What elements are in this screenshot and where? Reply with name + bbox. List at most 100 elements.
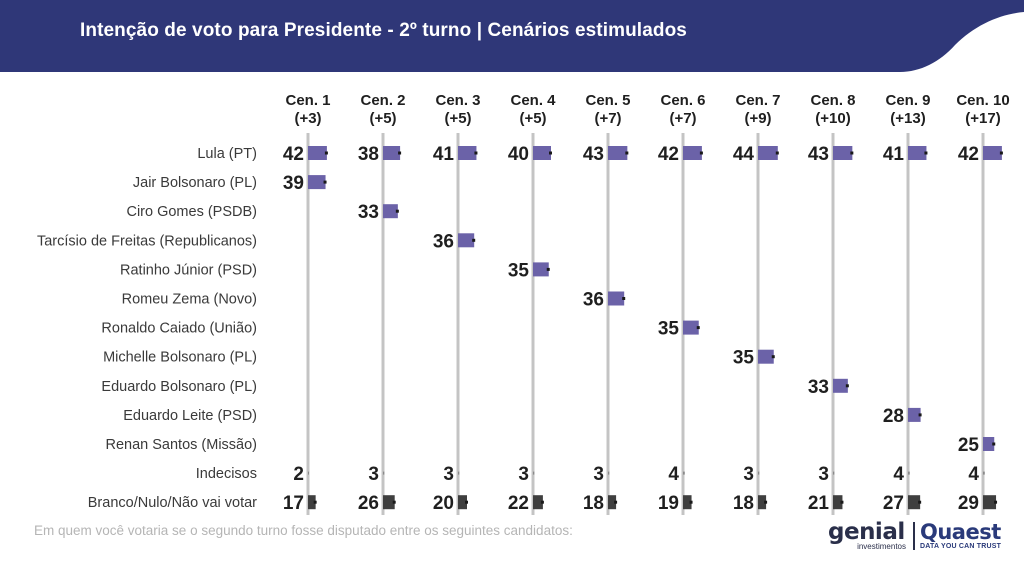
value-label: 4 (668, 464, 679, 485)
column-header-margin: (+5) (444, 110, 471, 127)
value-label: 25 (958, 435, 980, 456)
value-label: 33 (808, 377, 829, 398)
value-label: 39 (283, 173, 304, 194)
value-label: 4 (893, 464, 904, 485)
bar (608, 291, 625, 306)
row-label: Ronaldo Caiado (União) (101, 321, 257, 337)
bar-end-marker (992, 442, 996, 446)
bar (383, 204, 398, 219)
page-title: Intenção de voto para Presidente - 2º tu… (80, 20, 687, 41)
footnote: Em quem você votaria se o segundo turno … (34, 523, 573, 538)
bar-end-marker (395, 209, 399, 213)
value-label: 4 (968, 464, 979, 485)
genial-logo-word: genial (828, 519, 905, 545)
bar-end-marker (474, 151, 478, 155)
column-header-label: Cen. 5 (585, 92, 630, 109)
bar-end-marker (324, 151, 328, 155)
value-label: 22 (508, 493, 529, 514)
column-header-margin: (+5) (369, 110, 396, 127)
value-label: 2 (293, 464, 304, 485)
bar-end-marker (918, 500, 922, 504)
row-label: Ciro Gomes (PSDB) (126, 204, 257, 220)
value-label: 17 (283, 493, 304, 514)
column-header-margin: (+7) (669, 110, 696, 127)
value-label: 42 (283, 144, 304, 165)
row-label: Ratinho Júnior (PSD) (120, 262, 257, 278)
bar (758, 349, 774, 364)
bar (683, 495, 692, 510)
bar-end-marker (918, 413, 922, 417)
quaest-logo: Quaest DATA YOU CAN TRUST (920, 520, 1020, 556)
bar (308, 175, 326, 190)
column-header-label: Cen. 3 (435, 92, 480, 109)
value-label: 43 (808, 144, 829, 165)
bar (458, 495, 467, 510)
bar-end-marker (398, 151, 402, 155)
quaest-logo-sub: DATA YOU CAN TRUST (920, 543, 1002, 550)
value-label: 3 (368, 464, 379, 485)
bar (683, 146, 702, 160)
value-label: 3 (443, 464, 454, 485)
column-header-margin: (+10) (815, 110, 850, 127)
bar (983, 437, 995, 451)
column-header-label: Cen. 1 (285, 92, 330, 109)
bar (533, 471, 535, 475)
bar-end-marker (764, 500, 768, 504)
bar (833, 471, 835, 475)
row-label: Jair Bolsonaro (PL) (133, 175, 257, 191)
genial-logo: genial investimentos (828, 520, 914, 556)
column-header-label: Cen. 2 (360, 92, 405, 109)
bar-end-marker (625, 151, 629, 155)
bar (908, 471, 910, 475)
value-label: 41 (883, 144, 905, 165)
value-label: 36 (433, 231, 454, 252)
value-label: 28 (883, 406, 904, 427)
bar-end-marker (549, 151, 552, 155)
value-label: 27 (883, 493, 904, 514)
bar-end-marker (689, 500, 693, 504)
column-header-margin: (+3) (294, 110, 321, 127)
header-background (0, 0, 1024, 72)
row-label: Indecisos (196, 466, 257, 482)
value-label: 42 (958, 144, 979, 165)
column-header-margin: (+5) (519, 110, 546, 127)
value-label: 18 (733, 493, 754, 514)
header-band (0, 0, 1024, 72)
value-label: 38 (358, 144, 379, 165)
value-label: 44 (733, 144, 755, 165)
column-header-label: Cen. 4 (510, 92, 556, 109)
row-label: Eduardo Bolsonaro (PL) (101, 379, 257, 395)
bar (683, 320, 699, 335)
bar (983, 471, 985, 475)
column-header-label: Cen. 10 (956, 92, 1009, 109)
value-label: 20 (433, 493, 454, 514)
value-label: 18 (583, 493, 604, 514)
column-header-margin: (+13) (890, 110, 925, 127)
value-label: 41 (433, 144, 455, 165)
bar (833, 495, 843, 510)
bar-end-marker (465, 500, 468, 504)
bar (758, 146, 778, 160)
value-label: 26 (358, 493, 379, 514)
bar (908, 495, 921, 510)
value-label: 29 (958, 493, 979, 514)
bar (758, 495, 767, 510)
row-label: Tarcísio de Freitas (Republicanos) (37, 233, 257, 249)
value-label: 3 (518, 464, 529, 485)
bar (383, 495, 395, 510)
value-label: 35 (508, 260, 530, 281)
bar (458, 146, 477, 160)
value-label: 21 (808, 493, 830, 514)
column-header-label: Cen. 8 (810, 92, 855, 109)
value-label: 42 (658, 144, 679, 165)
bar (533, 146, 551, 160)
bar-end-marker (622, 297, 626, 300)
row-label: Eduardo Leite (PSD) (123, 408, 257, 424)
row-label: Michelle Bolsonaro (PL) (103, 350, 257, 366)
bar (908, 407, 921, 422)
column-header-label: Cen. 6 (660, 92, 705, 109)
genial-logo-sub: investimentos (857, 542, 906, 551)
bar-end-marker (472, 238, 476, 242)
bar-end-marker (614, 500, 618, 504)
bar (833, 378, 848, 393)
